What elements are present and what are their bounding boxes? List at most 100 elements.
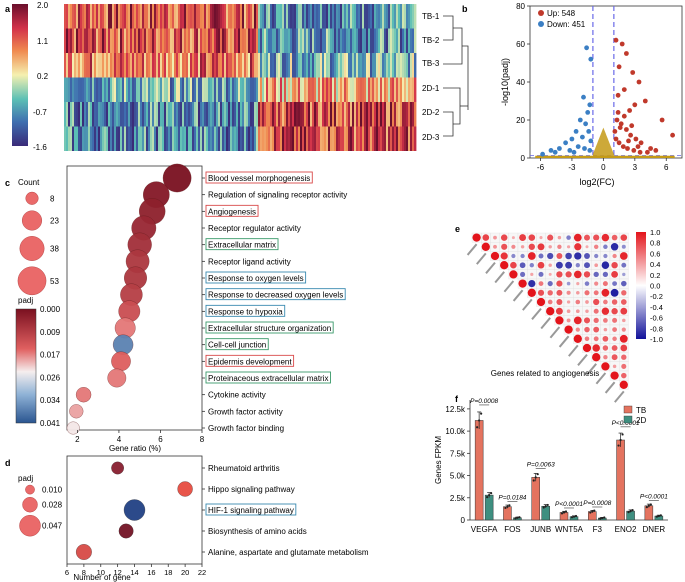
gene-label-mark: [586, 363, 597, 376]
heatmap-cell: [350, 102, 353, 127]
corr-cell: [582, 343, 592, 353]
heatmap-cell: [102, 77, 105, 102]
heatmap-cell: [158, 28, 161, 53]
gene-label-mark: [485, 261, 496, 274]
size-legend-circle: [22, 497, 38, 513]
colorbar-ticks: 1.00.80.60.40.20.0-0.2-0.4-0.6-0.8-1.0: [650, 228, 663, 344]
heatmap-cell: [102, 28, 105, 53]
heatmap-cell: [286, 28, 289, 53]
heatmap-cell: [254, 28, 257, 53]
heatmap-cell: [194, 4, 197, 29]
heatmap-cell: [162, 53, 165, 78]
heatmap-cell: [240, 102, 243, 127]
heatmap-cell: [406, 4, 409, 29]
heatmap-cell: [330, 28, 333, 53]
heatmap-cell: [114, 77, 117, 102]
go-term-label: Response to decreased oxygen levels: [208, 291, 343, 300]
heatmap-cell: [262, 53, 265, 78]
heatmap-cell: [140, 126, 143, 151]
gene-label-mark: [522, 298, 533, 311]
heatmap-cell: [282, 126, 285, 151]
corr-cell: [621, 262, 627, 268]
corr-cell: [528, 243, 535, 250]
heatmap-cell: [178, 77, 181, 102]
heatmap-cell: [270, 53, 273, 78]
heatmap-cell: [86, 102, 89, 127]
heatmap-cell: [390, 126, 393, 151]
heatmap-cell: [98, 102, 101, 127]
heatmap-cell: [226, 102, 229, 127]
heatmap-cell: [208, 77, 211, 102]
down-point: [581, 94, 586, 100]
heatmap-cell: [284, 102, 287, 127]
heatmap-cell: [82, 77, 85, 102]
y-tick-label: 7.5k: [450, 449, 466, 458]
heatmap-cell: [300, 126, 303, 151]
gene-label-mark: [595, 372, 607, 385]
colorbar-ticks: 2.0 1.1 0.2 -0.7 -1.6: [33, 1, 49, 152]
go-term-label: Extracellular matrix: [208, 241, 276, 250]
heatmap-cell: [76, 77, 79, 102]
heatmap-cell: [278, 53, 281, 78]
heatmap-cell: [180, 126, 183, 151]
corr-cell: [576, 291, 580, 295]
heatmap-cell: [340, 102, 343, 127]
heatmap-cell: [200, 4, 203, 29]
heatmap-cell: [338, 53, 341, 78]
replicate-dot: [488, 494, 491, 497]
heatmap-cell: [142, 77, 145, 102]
x-tick-label: -3: [568, 163, 576, 172]
heatmap-cell: [108, 102, 111, 127]
heatmap-cell: [184, 28, 187, 53]
heatmap-cell: [392, 77, 395, 102]
heatmap-cell: [90, 77, 93, 102]
heatmap-cell: [394, 53, 397, 78]
heatmap-cell: [66, 4, 69, 29]
corr-cell: [547, 281, 553, 287]
colorbar-tick: 0.0: [650, 282, 660, 291]
heatmap-cell: [276, 4, 279, 29]
heatmap-cell: [352, 102, 355, 127]
heatmap-cell: [210, 102, 213, 127]
heatmap-cell: [168, 77, 171, 102]
replicate-dot: [542, 506, 545, 509]
term-highlight-box: [205, 304, 286, 317]
replicate-dot: [647, 504, 650, 507]
heatmap-cell: [344, 102, 347, 127]
heatmap-cell: [174, 53, 177, 78]
heatmap-cell: [332, 126, 335, 151]
heatmap-cell: [190, 4, 193, 29]
heatmap-cell: [328, 4, 331, 29]
up-point: [620, 144, 626, 150]
heatmap-cell: [376, 4, 379, 29]
heatmap-cell: [84, 53, 87, 78]
heatmap-cell: [148, 53, 151, 78]
heatmap-cell: [260, 28, 263, 53]
heatmap-cell: [250, 77, 253, 102]
corr-cell: [547, 234, 554, 241]
heatmap-cell: [212, 77, 215, 102]
heatmap-cell: [272, 126, 275, 151]
corr-cell: [622, 318, 626, 323]
heatmap-cell: [252, 4, 255, 29]
row-label: 2D-3: [422, 133, 440, 142]
heatmap-cell: [360, 53, 363, 78]
replicate-dot: [659, 514, 662, 517]
colorbar-tick: 0.2: [650, 271, 660, 280]
heatmap-cell: [222, 102, 225, 127]
heatmap-cell: [162, 28, 165, 53]
replicate-dot: [514, 517, 517, 520]
gene-label-mark: [568, 344, 579, 357]
heatmap-cell: [252, 126, 255, 151]
heatmap-cell: [114, 4, 117, 29]
colorbar-tick: 0.6: [650, 249, 660, 258]
y-tick-label: 60: [516, 40, 525, 49]
heatmap-cell: [228, 53, 231, 78]
heatmap-cell: [242, 77, 245, 102]
corr-cell: [566, 318, 571, 323]
heatmap-cell: [94, 4, 97, 29]
corr-cell: [583, 271, 591, 278]
heatmap-cell: [146, 102, 149, 127]
heatmap-cell: [404, 28, 407, 53]
heatmap-cell: [106, 102, 109, 127]
